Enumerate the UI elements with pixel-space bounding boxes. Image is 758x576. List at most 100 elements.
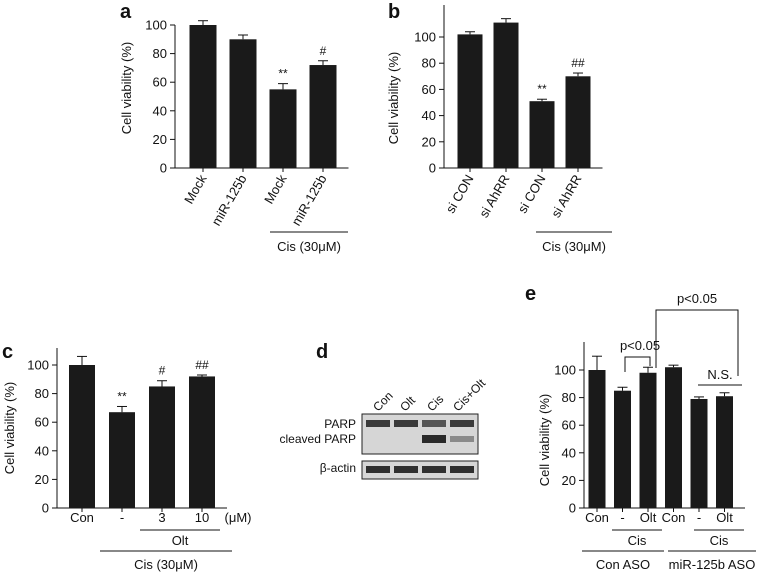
chart-e-bar (614, 390, 631, 508)
chart-c-ytick-label: 80 (35, 386, 49, 401)
blot-band-parp-cisolt (450, 420, 474, 427)
chart-c-axes: 0 20 40 60 80 100 Con - 3 10 (27, 348, 227, 525)
blot-lane-label-cis-olt: Cis+Olt (450, 376, 488, 414)
chart-e-ytick-label: 40 (562, 445, 576, 460)
chart-b-ylabel: Cell viability (%) (386, 52, 401, 144)
chart-b-group-label: Cis (30μM) (542, 239, 606, 254)
chart-e-bar (690, 398, 708, 508)
chart-c-olt-label: Olt (172, 533, 189, 548)
chart-c-significance-label: # (159, 364, 166, 378)
panel-a-letter: a (120, 1, 132, 23)
chart-e-ytick-label: 60 (562, 418, 576, 433)
chart-a-category-label: Mock (181, 172, 210, 207)
chart-c-unit: (μM) (225, 510, 252, 525)
chart-e-cis-label-1: Cis (628, 533, 647, 548)
chart-a-ytick-label: 40 (153, 103, 167, 118)
chart-b-bar (457, 34, 483, 168)
blot-band-parp-olt (394, 420, 418, 427)
chart-e-cis-label-2: Cis (710, 533, 729, 548)
chart-b-bar (565, 76, 591, 168)
chart-b-ytick-label: 40 (422, 108, 436, 123)
chart-a-bar (309, 65, 337, 168)
chart-a-ytick-label: 0 (160, 161, 167, 176)
chart-a-category-label: Mock (261, 172, 290, 207)
chart-e-ylabel: Cell viability (%) (537, 394, 552, 486)
chart-a-bar (229, 39, 257, 168)
chart-e-bars (588, 355, 733, 508)
chart-e-bracket-outer (655, 309, 739, 376)
panel-d-letter: d (316, 341, 328, 363)
blot-band-parp-con (366, 420, 390, 427)
western-blot: Con Olt Cis Cis+Olt PARP cleaved PARP β-… (280, 376, 489, 480)
chart-c-ytick-label: 20 (35, 472, 49, 487)
chart-c-category-label: Con (70, 510, 94, 525)
chart-e-ytick-label: 0 (569, 501, 576, 516)
chart-e-ns-label: N.S. (707, 367, 732, 382)
chart-c-ytick-label: 0 (42, 501, 49, 516)
panel-c-letter: c (2, 341, 13, 363)
chart-a-ytick-label: 60 (153, 75, 167, 90)
chart-e-bar (588, 370, 606, 508)
chart-c-category-label: 10 (195, 510, 209, 525)
chart-c-ytick-label: 100 (27, 358, 49, 373)
chart-e-ytick-label: 20 (562, 473, 576, 488)
chart-e-bracket-inner-label: p<0.05 (620, 338, 660, 353)
chart-b-category-label: si CON (515, 172, 549, 216)
chart-b-significance-label: ** (537, 82, 547, 96)
chart-a-bar (269, 89, 297, 168)
chart-c-ytick-label: 60 (35, 415, 49, 430)
chart-b-bar (493, 22, 519, 169)
blot-row-label-parp: PARP (324, 417, 356, 431)
chart-c-category-label: - (120, 510, 124, 525)
chart-e-category-label: Con (662, 510, 686, 525)
chart-b-ytick-label: 20 (422, 134, 436, 149)
blot-lane-label-olt: Olt (397, 393, 418, 414)
chart-e-category-label: Con (585, 510, 609, 525)
panel-b-letter: b (388, 1, 400, 23)
blot-band-actin-cis (422, 466, 446, 473)
chart-c-ytick-label: 40 (35, 443, 49, 458)
chart-a-bar (189, 25, 217, 168)
blot-lane-label-con: Con (370, 389, 395, 414)
chart-c-bar (189, 376, 215, 508)
blot-band-parp-cis (422, 420, 446, 427)
blot-band-cleaved-cisolt (450, 436, 474, 442)
chart-b-ytick-label: 0 (429, 161, 436, 176)
blot-lane-label-cis: Cis (424, 392, 446, 414)
chart-b-category-label: si CON (443, 172, 477, 216)
chart-e-bracket-inner (624, 356, 651, 372)
blot-band-actin-olt (394, 466, 418, 473)
chart-b-category-label: si AhRR (476, 172, 512, 220)
panel-e-letter: e (525, 283, 536, 305)
chart-a-ytick-label: 20 (153, 132, 167, 147)
chart-e-bar (716, 396, 733, 508)
chart-c-significance-label: ## (195, 358, 209, 372)
chart-e-category-label: - (620, 510, 624, 525)
chart-e-group-label-2: miR-125b ASO (669, 557, 756, 572)
chart-c-bar (149, 386, 175, 508)
chart-e-category-label: - (697, 510, 701, 525)
chart-b-significance-label: ## (571, 56, 585, 70)
chart-a-ytick-label: 80 (153, 46, 167, 61)
chart-e-category-label: Olt (640, 510, 657, 525)
chart-a-category-label: miR-125b (288, 172, 329, 228)
chart-e-category-label: Olt (716, 510, 733, 525)
chart-b-ytick-label: 80 (422, 56, 436, 71)
chart-c-ylabel: Cell viability (%) (2, 382, 17, 474)
chart-a-bars: ** # (189, 20, 337, 168)
chart-c-significance-label: ** (117, 389, 127, 403)
blot-row-label-cleaved-parp: cleaved PARP (280, 432, 356, 446)
chart-a-group-label: Cis (30μM) (277, 239, 341, 254)
blot-band-cleaved-cis (422, 435, 446, 443)
chart-c-bars: **# ## (69, 355, 215, 508)
chart-b-ytick-label: 100 (414, 30, 436, 45)
chart-c-bar (109, 412, 135, 508)
chart-b-bars: ** ## (457, 18, 591, 169)
